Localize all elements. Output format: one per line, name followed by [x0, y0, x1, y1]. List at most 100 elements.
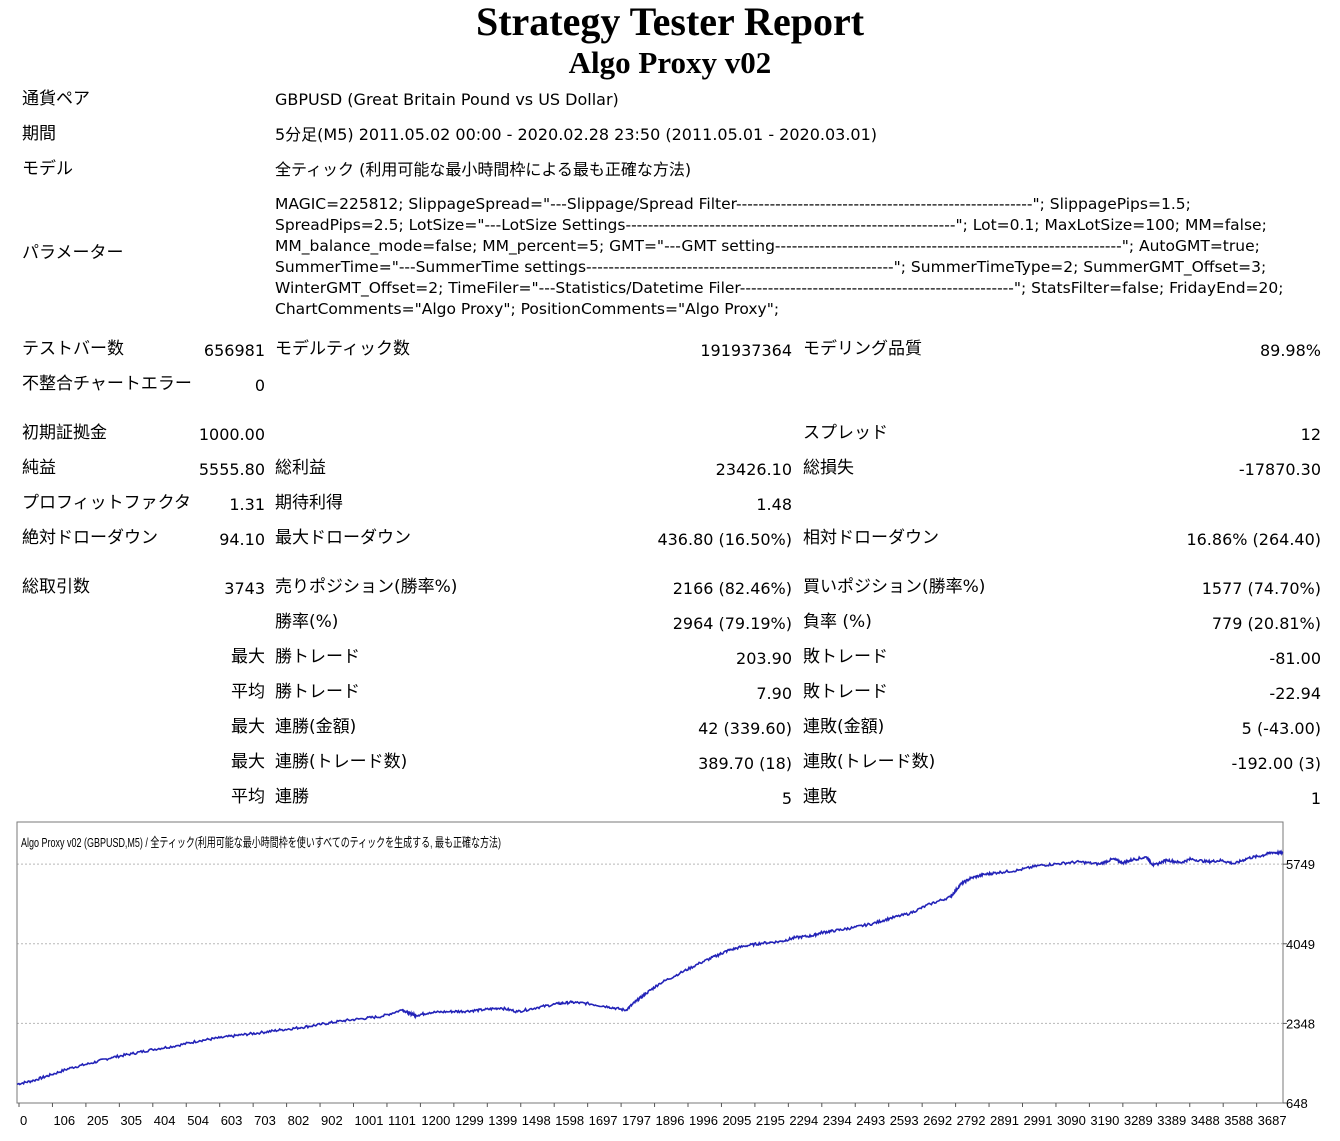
x-tick-label: 1299 [455, 1113, 484, 1128]
max-consecutive-losses-money-label: 連敗(金額) [803, 717, 885, 737]
short-positions-label: 売りポジション(勝率%) [275, 577, 458, 597]
parameter-line: MAGIC=225812; SlippageSpread="---Slippag… [275, 195, 1191, 213]
y-tick-label: 5749 [1286, 857, 1315, 872]
x-tick-label: 404 [154, 1113, 176, 1128]
mismatch-label: 不整合チャートエラー [22, 374, 192, 394]
x-tick-label: 205 [87, 1113, 109, 1128]
average-consecutive-losses-label: 連敗 [803, 787, 837, 807]
total-trades-label: 総取引数 [22, 577, 90, 597]
deposit-value: 1000.00 [198, 425, 265, 444]
balance-chart: Algo Proxy v02 (GBPUSD,M5) / 全ティック(利用可能な… [16, 821, 1315, 1128]
average-win-value: 7.90 [756, 684, 792, 703]
max-drawdown-value: 436.80 (16.50%) [657, 530, 792, 549]
y-tick-label: 2348 [1286, 1016, 1315, 1031]
x-tick-label: 2294 [789, 1113, 818, 1128]
max-consecutive-wins-money-label: 連勝(金額) [275, 717, 357, 737]
plot-frame [16, 821, 1284, 1104]
x-tick-label: 902 [321, 1113, 343, 1128]
x-tick-label: 1498 [522, 1113, 551, 1128]
balance-line [16, 849, 1284, 1086]
bars-value: 656981 [203, 341, 265, 360]
gross-loss-label: 総損失 [803, 458, 854, 478]
ticks-label: モデルティック数 [275, 339, 410, 359]
report-title: Strategy Tester Report [475, 0, 865, 44]
x-tick-label: 2195 [756, 1113, 785, 1128]
relative-drawdown-value: 16.86% (264.40) [1186, 530, 1321, 549]
largest-win-value: 203.90 [736, 649, 792, 668]
long-positions-label: 買いポジション(勝率%) [803, 577, 986, 597]
x-tick-label: 1001 [355, 1113, 384, 1128]
short-positions-value: 2166 (82.46%) [672, 579, 792, 598]
average-label: 平均 [231, 682, 265, 702]
x-tick-label: 0 [20, 1113, 27, 1128]
gross-profit-label: 総利益 [275, 458, 326, 478]
largest-label: 最大 [231, 647, 265, 667]
x-tick-label: 3289 [1124, 1113, 1153, 1128]
x-tick-label: 3687 [1258, 1113, 1287, 1128]
loss-rate-label: 負率 (%) [803, 612, 872, 632]
x-tick-label: 2095 [722, 1113, 751, 1128]
bars-label: テストバー数 [22, 339, 124, 359]
chart-grid [17, 863, 1283, 1024]
largest-win-label: 勝トレード [275, 647, 360, 667]
period-value: 5分足(M5) 2011.05.02 00:00 - 2020.02.28 23… [275, 125, 878, 144]
chart-title: Algo Proxy v02 (GBPUSD,M5) / 全ティック(利用可能な… [21, 835, 501, 850]
average-consecutive-losses-value: 1 [1310, 789, 1321, 808]
max-consecutive-money-prefix: 最大 [231, 717, 265, 737]
y-tick-label: 648 [1286, 1096, 1308, 1111]
ea-name: Algo Proxy v02 [568, 45, 772, 80]
x-tick-label: 1896 [656, 1113, 685, 1128]
x-tick-label: 2593 [890, 1113, 919, 1128]
parameters-value: MAGIC=225812; SlippageSpread="---Slippag… [275, 194, 1325, 320]
x-tick-label: 2394 [823, 1113, 852, 1128]
model-label: モデル [22, 159, 73, 179]
parameter-line: SummerTime="---SummerTime settings------… [275, 258, 1267, 276]
x-tick-label: 1399 [488, 1113, 517, 1128]
y-axis: 648 2348 4049 5749 [1283, 857, 1315, 1111]
x-tick-label: 305 [120, 1113, 142, 1128]
ticks-value: 191937364 [700, 341, 792, 360]
x-tick-label: 1697 [589, 1113, 618, 1128]
max-consecutive-wins-count-label: 連勝(トレード数) [275, 752, 408, 772]
net-profit-label: 純益 [22, 458, 56, 478]
x-tick-label: 1797 [622, 1113, 651, 1128]
max-consecutive-count-prefix: 最大 [231, 752, 265, 772]
max-consecutive-losses-money-value: 5 (-43.00) [1241, 719, 1321, 738]
long-positions-value: 1577 (74.70%) [1201, 579, 1321, 598]
x-tick-label: 2493 [856, 1113, 885, 1128]
largest-loss-label: 敗トレード [803, 647, 888, 667]
x-tick-label: 3488 [1191, 1113, 1220, 1128]
max-consecutive-losses-count-label: 連敗(トレード数) [803, 752, 936, 772]
x-tick-label: 504 [187, 1113, 209, 1128]
y-tick-label: 4049 [1286, 937, 1315, 952]
model-value: 全ティック (利用可能な最小時間枠による最も正確な方法) [275, 160, 692, 179]
x-tick-label: 2692 [923, 1113, 952, 1128]
net-profit-value: 5555.80 [198, 460, 265, 479]
absolute-drawdown-value: 94.10 [219, 530, 265, 549]
quality-label: モデリング品質 [803, 339, 922, 359]
x-tick-label: 1101 [388, 1113, 416, 1128]
symbol-value: GBPUSD (Great Britain Pound vs US Dollar… [275, 90, 619, 109]
x-axis: 0 106 205 305 404 504 603 703 802 902 1001 1101 1200… [18, 1103, 1287, 1128]
quality-value: 89.98% [1259, 341, 1321, 360]
x-tick-label: 802 [288, 1113, 310, 1128]
max-consecutive-losses-count-value: -192.00 (3) [1231, 754, 1321, 773]
profit-factor-label: プロフィットファクタ [22, 493, 191, 513]
x-tick-label: 703 [254, 1113, 276, 1128]
x-tick-label: 3588 [1224, 1113, 1253, 1128]
parameter-line: ChartComments="Algo Proxy"; PositionComm… [275, 300, 780, 318]
relative-drawdown-label: 相対ドローダウン [803, 528, 939, 548]
parameter-line: SpreadPips=2.5; LotSize="---LotSize Sett… [275, 216, 1267, 234]
x-tick-label: 3090 [1057, 1113, 1086, 1128]
parameter-line: MM_balance_mode=false; MM_percent=5; GMT… [275, 237, 1260, 255]
x-tick-label: 1598 [555, 1113, 584, 1128]
average-consecutive-wins-value: 5 [781, 789, 792, 808]
x-tick-label: 106 [53, 1113, 75, 1128]
average-loss-value: -22.94 [1269, 684, 1321, 703]
mismatch-value: 0 [254, 376, 265, 395]
symbol-label: 通貨ペア [22, 89, 90, 109]
largest-loss-value: -81.00 [1269, 649, 1321, 668]
profit-factor-value: 1.31 [229, 495, 265, 514]
x-tick-label: 603 [221, 1113, 243, 1128]
max-drawdown-label: 最大ドローダウン [275, 528, 411, 548]
